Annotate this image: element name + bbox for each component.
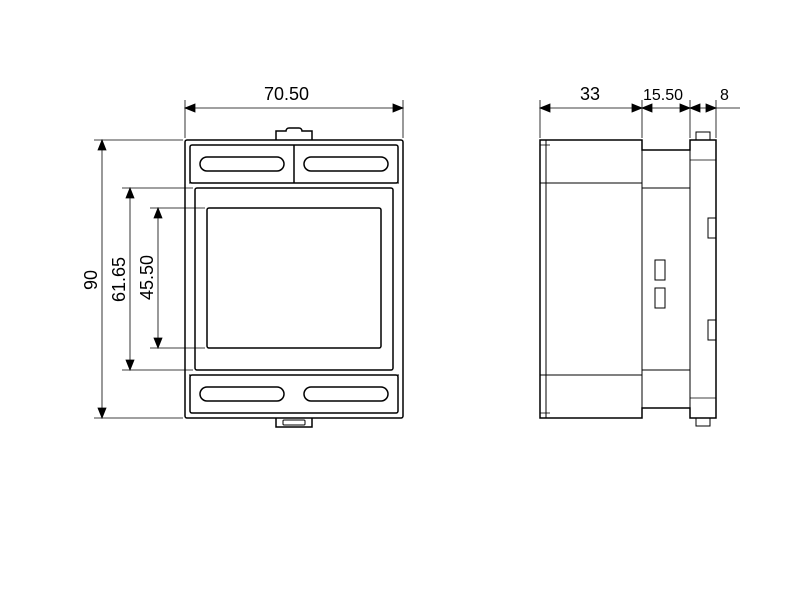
front-bottom-band [190, 375, 398, 413]
front-bottom-slot-left [200, 387, 284, 401]
side-clip-bottom [708, 320, 716, 340]
front-bottom-slot-right [304, 387, 388, 401]
side-dimensions: 33 15.50 8 [540, 84, 740, 138]
front-screen-bezel [195, 188, 393, 370]
dim-side-1: 33 [580, 84, 600, 104]
side-clip-top [708, 218, 716, 238]
front-top-slot-left [200, 157, 284, 171]
dim-height-1: 90 [81, 270, 101, 290]
side-connector-2 [655, 288, 665, 308]
dim-side-3: 8 [720, 87, 729, 104]
front-bottom-tab [276, 418, 312, 427]
technical-drawing: 70.50 45.50 61.65 90 [0, 0, 800, 600]
dim-top-width: 70.50 [264, 84, 309, 104]
side-view-group [540, 132, 716, 426]
front-top-tab [276, 128, 312, 140]
front-view-group [185, 128, 403, 427]
dim-height-2: 61.65 [109, 257, 129, 302]
front-dimensions: 70.50 45.50 61.65 90 [81, 84, 403, 418]
side-connector-1 [655, 260, 665, 280]
front-screen-inner [207, 208, 381, 348]
dim-height-3: 45.50 [137, 255, 157, 300]
front-top-slot-right [304, 157, 388, 171]
dim-side-2: 15.50 [643, 87, 683, 104]
